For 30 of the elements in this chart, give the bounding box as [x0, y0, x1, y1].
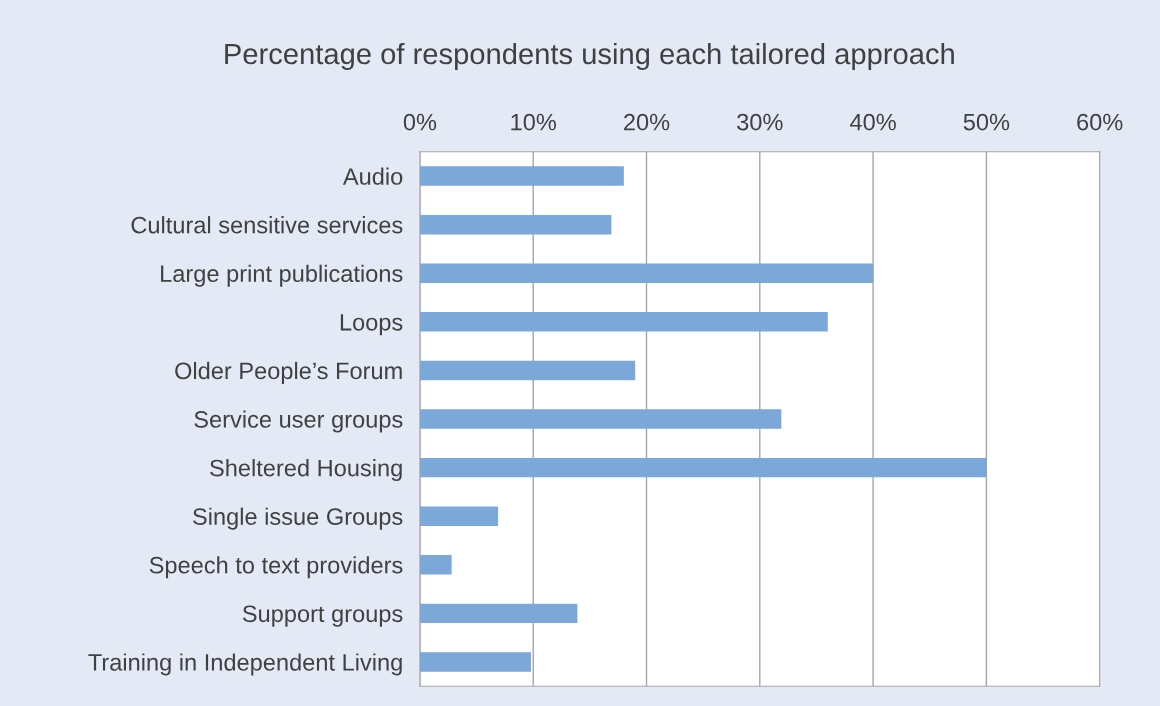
bar	[419, 555, 452, 575]
bar	[419, 360, 636, 381]
y-tick-label: Audio	[342, 167, 403, 185]
bar	[419, 312, 828, 332]
x-tick-label: 40%	[850, 113, 896, 131]
bar	[419, 263, 874, 283]
y-tick-label: Single issue Groups	[193, 507, 403, 530]
chart-title: Percentage of respondents using each tailored approach	[225, 42, 954, 71]
bar	[419, 506, 499, 526]
y-tick-label: Support groups	[242, 605, 403, 627]
y-tick-label: Training in Independent Living	[88, 653, 402, 676]
bar	[419, 652, 531, 672]
x-tick-label: 10%	[511, 113, 556, 131]
y-tick-label: Cultural sensitive services	[131, 216, 403, 234]
y-tick-label: Sheltered Housing	[210, 459, 402, 482]
bar	[419, 214, 612, 235]
x-tick-label: 60%	[1077, 113, 1123, 131]
y-tick-label: Loops	[340, 314, 403, 336]
y-tick-label: Speech to text providers	[149, 556, 403, 579]
bar	[419, 409, 782, 429]
bar	[419, 457, 987, 478]
bar	[419, 166, 624, 186]
bar	[419, 603, 578, 624]
y-tick-label: Service user groups	[194, 410, 403, 433]
x-tick-label: 20%	[624, 113, 670, 131]
x-tick-label: 50%	[963, 113, 1010, 131]
x-tick-label: 30%	[737, 113, 783, 131]
y-tick-label: Older People’s Forum	[175, 361, 402, 384]
x-tick-label: 0%	[403, 113, 437, 131]
y-tick-label: Large print publications	[161, 264, 403, 287]
